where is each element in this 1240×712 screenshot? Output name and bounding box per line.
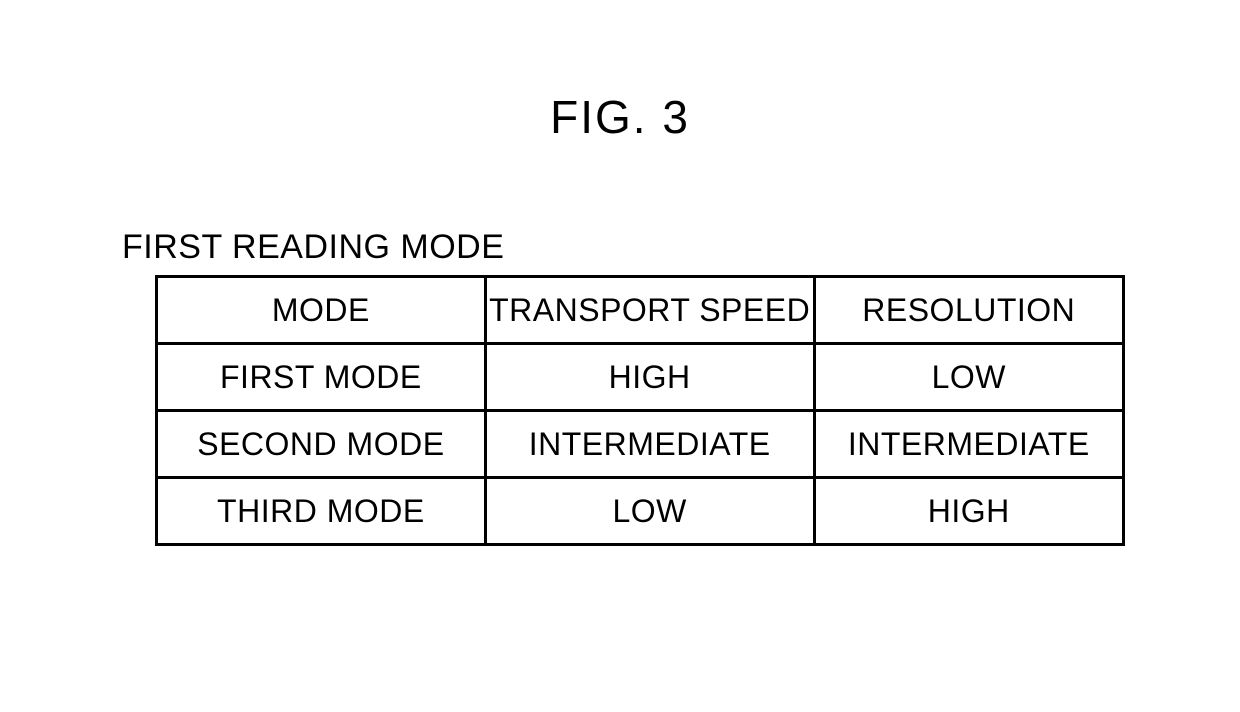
- figure-title: FIG. 3: [0, 90, 1240, 144]
- col-header-mode: MODE: [157, 277, 486, 344]
- table-header-row: MODE TRANSPORT SPEED RESOLUTION: [157, 277, 1124, 344]
- cell-mode: THIRD MODE: [157, 478, 486, 545]
- table-row: FIRST MODE HIGH LOW: [157, 344, 1124, 411]
- col-header-transport-speed: TRANSPORT SPEED: [485, 277, 814, 344]
- figure-page: FIG. 3 FIRST READING MODE MODE TRANSPORT…: [0, 0, 1240, 712]
- table-row: THIRD MODE LOW HIGH: [157, 478, 1124, 545]
- mode-table: MODE TRANSPORT SPEED RESOLUTION FIRST MO…: [155, 275, 1125, 546]
- col-header-resolution: RESOLUTION: [814, 277, 1123, 344]
- table-caption: FIRST READING MODE: [122, 228, 504, 267]
- cell-resolution: LOW: [814, 344, 1123, 411]
- cell-transport-speed: HIGH: [485, 344, 814, 411]
- cell-transport-speed: LOW: [485, 478, 814, 545]
- cell-mode: SECOND MODE: [157, 411, 486, 478]
- cell-transport-speed: INTERMEDIATE: [485, 411, 814, 478]
- table-row: SECOND MODE INTERMEDIATE INTERMEDIATE: [157, 411, 1124, 478]
- cell-resolution: INTERMEDIATE: [814, 411, 1123, 478]
- cell-resolution: HIGH: [814, 478, 1123, 545]
- cell-mode: FIRST MODE: [157, 344, 486, 411]
- mode-table-container: MODE TRANSPORT SPEED RESOLUTION FIRST MO…: [155, 275, 1125, 546]
